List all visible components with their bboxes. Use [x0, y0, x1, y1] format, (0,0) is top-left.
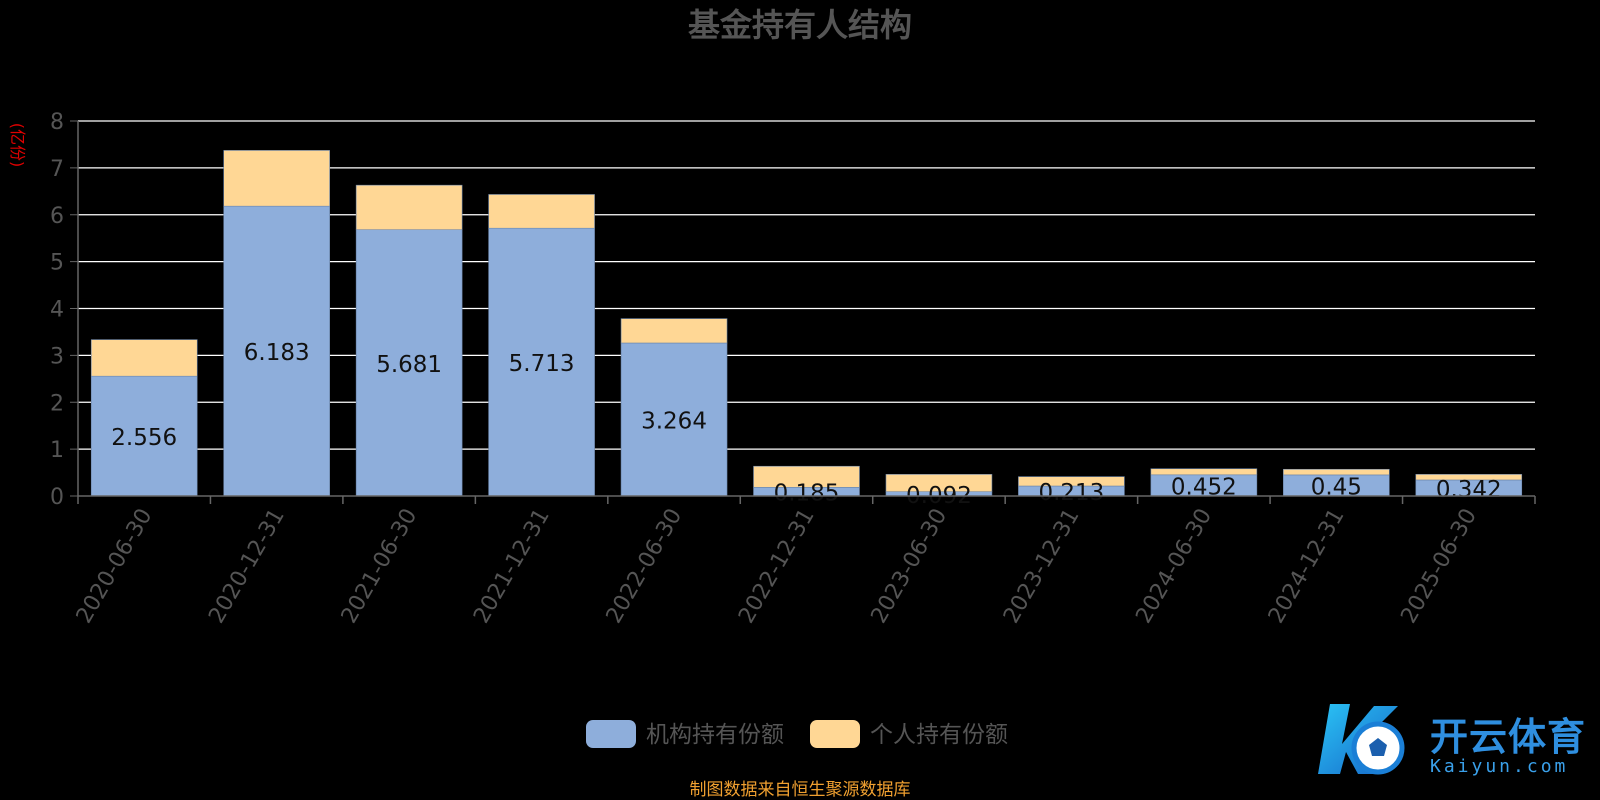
bar-institutional: [620, 342, 728, 497]
y-tick-labels: 0 1 2 3 4 5 6 7 8: [50, 110, 64, 510]
y-tick-label: 6: [50, 204, 64, 229]
watermark-domain: Kaiyun.com: [1430, 756, 1569, 777]
legend: 机构持有份额 个人持有份额: [586, 720, 1008, 748]
watermark-brand: 开云体育: [1430, 715, 1587, 759]
legend-label: 个人持有份额: [870, 722, 1008, 748]
x-tick-label: 2024-12-31: [1264, 505, 1350, 628]
source-note: 制图数据来自恒生聚源数据库: [690, 780, 911, 800]
y-tick-label: 4: [50, 298, 64, 323]
y-tick-label: 1: [50, 438, 64, 463]
x-tick-label: 2021-06-30: [337, 505, 423, 628]
bar-value-label: 2.556: [111, 425, 177, 451]
bar-value-label: 0.342: [1436, 477, 1502, 503]
bar-individual: [1283, 468, 1390, 476]
y-tick-label: 0: [50, 485, 64, 510]
chart-title: 基金持有人结构: [688, 6, 912, 44]
bar-value-label: 3.264: [641, 409, 707, 435]
y-tick-label: 2: [50, 391, 64, 416]
legend-swatch: [586, 720, 636, 748]
x-tick-label: 2023-06-30: [867, 505, 953, 628]
bars: [90, 150, 1523, 497]
bar-institutional: [488, 227, 595, 497]
x-tick-label: 2025-06-30: [1396, 505, 1482, 628]
x-tick-label: 2021-12-31: [469, 505, 555, 628]
x-tick-label: 2023-12-31: [999, 505, 1085, 628]
bar-institutional: [355, 229, 463, 497]
bar-value-label: 0.185: [774, 481, 840, 507]
bar-individual: [1415, 474, 1523, 481]
bar-individual: [1150, 468, 1258, 476]
legend-swatch: [810, 720, 860, 748]
bar-value-label: 5.713: [509, 351, 575, 377]
y-tick-label: 3: [50, 344, 64, 369]
x-tick-label: 2022-12-31: [734, 505, 820, 628]
bar-institutional: [223, 205, 330, 497]
bar-institutional: [90, 375, 198, 497]
bar-value-label: 5.681: [376, 352, 442, 378]
bar-individual: [1018, 476, 1125, 487]
legend-label: 机构持有份额: [646, 722, 784, 748]
kaiyun-logo-icon: [1318, 704, 1405, 775]
bar-value-label: 6.183: [244, 340, 310, 366]
x-tick-label: 2024-06-30: [1131, 505, 1217, 628]
x-tick-label: 2020-12-31: [204, 505, 290, 628]
bar-individual: [90, 339, 198, 377]
bar-individual: [753, 465, 860, 488]
bar-individual: [885, 474, 993, 492]
bar-individual: [620, 318, 728, 344]
bar-individual: [223, 150, 330, 207]
x-tick-label: 2022-06-30: [602, 505, 688, 628]
bar-individual: [355, 184, 463, 231]
y-tick-label: 5: [50, 251, 64, 276]
y-tick-label: 8: [50, 110, 64, 135]
y-tick-label: 7: [50, 157, 64, 182]
x-tick-label: 2020-06-30: [72, 505, 158, 628]
bar-value-label: 0.213: [1038, 480, 1104, 506]
y-axis-label: (亿份): [8, 123, 27, 168]
bar-individual: [488, 194, 595, 229]
